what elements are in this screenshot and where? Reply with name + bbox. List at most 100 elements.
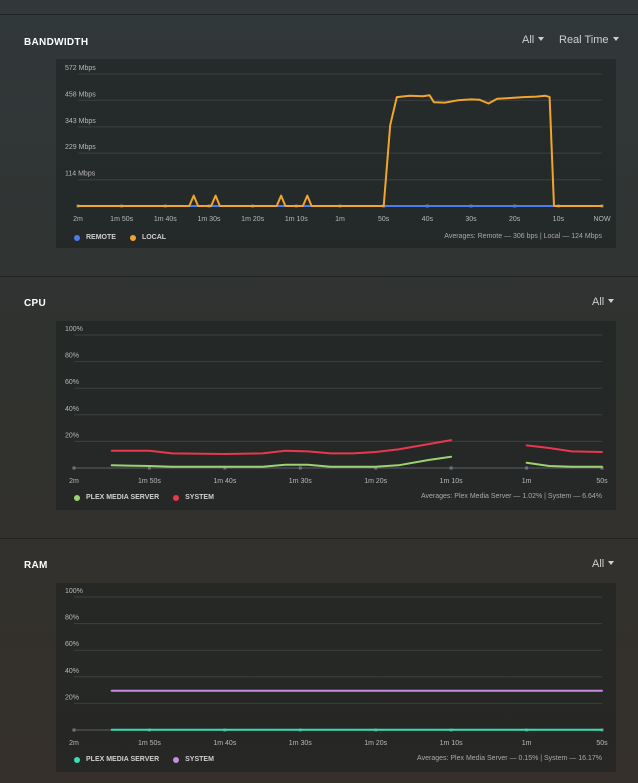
legend-item[interactable]: REMOTE [74,234,116,241]
ram-chart: 20% 40% 60% 80% 100% 2m 1m 50s 1m 40s 1m 30s 1m 2… [65,588,608,747]
chevron-down-icon [538,37,545,41]
bandwidth-section: BANDWIDTH All Real Time 114 Mbps 229 Mbps… [0,14,638,276]
x-tick-mark [449,466,453,470]
cpu-chart-panel: 20% 40% 60% 80% 100% 2m 1m 50s 1m 40s 1m 30s 1m 2… [56,321,616,510]
x-tick-label: 50s [378,216,390,223]
y-tick-label: 229 Mbps [65,144,96,151]
x-tick-label: 1m 50s [138,478,161,485]
cpu-chart: 20% 40% 60% 80% 100% 2m 1m 50s 1m 40s 1m 30s 1m 2… [65,326,608,485]
y-tick-label: 458 Mbps [65,91,96,98]
legend-item[interactable]: SYSTEM [173,494,214,501]
legend-dot-icon [74,494,80,501]
x-tick-label: 1m 10s [285,216,308,223]
chevron-down-icon [608,561,615,565]
series-line-local [77,94,603,207]
legend-label: PLEX MEDIA SERVER [86,756,160,763]
x-tick-label: 1m [522,740,532,747]
legend-item[interactable]: PLEX MEDIA SERVER [74,494,159,501]
x-tick-mark [72,466,76,470]
ram-title: RAM [24,560,48,571]
section-divider [0,14,638,15]
y-tick-label: 80% [65,615,79,622]
x-tick-mark [72,728,76,732]
y-tick-label: 40% [65,668,79,675]
dropdown-label: All [592,558,605,570]
x-tick-mark [298,466,302,470]
y-tick-label: 100% [65,326,83,333]
legend-label: SYSTEM [185,756,214,763]
x-tick-label: 1m 40s [213,478,236,485]
x-tick-mark [223,466,227,470]
y-tick-label: 100% [65,588,83,595]
chevron-down-icon [612,37,619,41]
cpu-source-dropdown[interactable]: All [592,296,615,308]
section-divider [0,538,638,539]
x-tick-label: 1m 30s [198,216,221,223]
x-tick-label: 1m 20s [364,478,387,485]
cpu-section: CPU All 20% 40% 60% 80% 100% 2m 1m 50s 1m 40s 1m… [0,276,638,538]
x-tick-mark [374,466,378,470]
x-tick-label: 1m 40s [213,740,236,747]
ram-chart-panel: 20% 40% 60% 80% 100% 2m 1m 50s 1m 40s 1m 30s 1m 2… [56,583,616,772]
series-line-plex-media-server [110,455,453,468]
x-tick-label: 2m [69,740,79,747]
chevron-down-icon [608,299,615,303]
legend-dot-icon [173,756,180,763]
bandwidth-legend: REMOTE LOCAL [74,234,180,241]
x-tick-label: 50s [596,740,608,747]
bandwidth-chart-panel: 114 Mbps 229 Mbps 343 Mbps 458 Mbps 572 Mbps… [56,59,616,248]
bandwidth-averages: Averages: Remote — 306 bps | Local — 124… [444,233,602,240]
x-tick-label: NOW [593,216,611,223]
bandwidth-title: BANDWIDTH [24,37,89,48]
x-tick-label: 30s [465,216,477,223]
legend-label: PLEX MEDIA SERVER [86,494,160,501]
x-tick-label: 1m 20s [241,216,264,223]
legend-dot-icon [129,234,136,241]
x-tick-label: 10s [553,216,565,223]
legend-label: REMOTE [86,234,116,241]
y-tick-label: 114 Mbps [65,171,96,178]
y-tick-label: 60% [65,379,79,386]
bandwidth-source-dropdown[interactable]: All [522,34,545,46]
legend-dot-icon [173,494,180,501]
legend-item[interactable]: LOCAL [129,234,166,241]
x-tick-label: 1m 30s [289,478,312,485]
series-line-system [525,444,603,453]
legend-dot-icon [74,234,80,241]
x-tick-label: 40s [422,216,434,223]
y-tick-label: 40% [65,406,79,413]
cpu-legend: PLEX MEDIA SERVER SYSTEM [74,494,228,501]
x-tick-label: 50s [596,478,608,485]
dropdown-label: All [522,34,535,46]
cpu-averages: Averages: Plex Media Server — 1.02% | Sy… [420,493,602,500]
legend-dot-icon [74,756,80,763]
legend-item[interactable]: SYSTEM [173,756,214,763]
x-tick-label: 1m 30s [289,740,312,747]
ram-source-dropdown[interactable]: All [592,558,615,570]
y-tick-label: 60% [65,641,79,648]
cpu-title: CPU [24,298,47,309]
x-tick-label: 2m [69,478,79,485]
bandwidth-timespan-dropdown[interactable]: Real Time [559,34,619,46]
legend-label: SYSTEM [185,494,214,501]
x-tick-label: 1m 50s [110,216,133,223]
x-tick-label: 20s [509,216,521,223]
legend-item[interactable]: PLEX MEDIA SERVER [74,756,159,763]
dropdown-label: All [592,296,605,308]
series-line-system [110,439,453,455]
bandwidth-chart: 114 Mbps 229 Mbps 343 Mbps 458 Mbps 572 Mbps… [65,65,611,223]
dropdown-label: Real Time [559,34,609,46]
x-tick-label: 1m [335,216,345,223]
ram-section: RAM All 20% 40% 60% 80% 100% 2m 1m 50s 1m 40s 1m… [0,538,638,783]
x-tick-label: 1m 10s [440,740,463,747]
ram-legend: PLEX MEDIA SERVER SYSTEM [74,756,228,763]
section-divider [0,276,638,277]
ram-averages: Averages: Plex Media Server — 0.15% | Sy… [417,755,602,762]
x-tick-mark [147,466,151,470]
y-tick-label: 572 Mbps [65,65,96,72]
x-tick-label: 1m 20s [364,740,387,747]
x-tick-label: 1m [522,478,532,485]
x-tick-label: 1m 10s [440,478,463,485]
x-tick-label: 2m [73,216,83,223]
y-tick-label: 343 Mbps [65,118,96,125]
